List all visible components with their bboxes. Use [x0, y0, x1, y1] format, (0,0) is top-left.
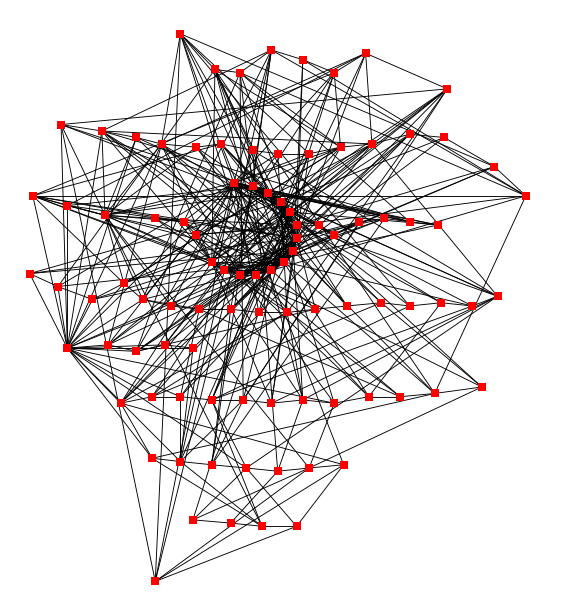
Point [264, 187, 273, 197]
Point [257, 522, 266, 531]
Point [364, 392, 373, 401]
Point [210, 65, 219, 74]
Point [405, 217, 414, 226]
Point [477, 382, 486, 392]
Point [207, 257, 216, 267]
Point [216, 139, 225, 149]
Point [191, 143, 201, 152]
Point [343, 301, 352, 311]
Point [298, 395, 307, 405]
Point [361, 49, 370, 58]
Point [236, 270, 245, 280]
Point [433, 220, 442, 230]
Point [254, 308, 264, 317]
Point [207, 460, 216, 470]
Point [279, 257, 289, 267]
Point [63, 201, 72, 210]
Point [329, 68, 339, 77]
Point [97, 126, 106, 136]
Point [490, 162, 499, 171]
Point [396, 392, 405, 401]
Point [63, 343, 72, 353]
Point [157, 139, 166, 149]
Point [283, 308, 292, 317]
Point [88, 295, 97, 304]
Point [442, 84, 452, 93]
Point [273, 467, 282, 476]
Point [251, 270, 260, 280]
Point [367, 139, 377, 149]
Point [160, 340, 169, 350]
Point [304, 149, 314, 159]
Point [191, 230, 201, 240]
Point [405, 129, 414, 139]
Point [148, 453, 157, 463]
Point [103, 340, 112, 350]
Point [56, 120, 65, 129]
Point [355, 217, 364, 226]
Point [276, 198, 285, 207]
Point [267, 265, 276, 275]
Point [292, 522, 301, 531]
Point [226, 518, 235, 528]
Point [267, 45, 276, 55]
Point [176, 392, 185, 401]
Point [336, 143, 345, 152]
Point [440, 133, 449, 143]
Point [166, 301, 176, 311]
Point [189, 343, 198, 353]
Point [430, 389, 439, 398]
Point [116, 398, 126, 408]
Point [242, 463, 251, 473]
Point [236, 68, 245, 77]
Point [148, 392, 157, 401]
Point [329, 230, 339, 240]
Point [28, 191, 37, 201]
Point [436, 298, 445, 307]
Point [229, 178, 239, 187]
Point [405, 301, 414, 311]
Point [239, 395, 248, 405]
Point [292, 220, 301, 230]
Point [267, 398, 276, 408]
Point [468, 301, 477, 311]
Point [101, 210, 110, 220]
Point [207, 395, 216, 405]
Point [493, 292, 502, 301]
Point [311, 304, 320, 314]
Point [286, 207, 295, 217]
Point [53, 282, 62, 291]
Point [138, 295, 147, 304]
Point [179, 217, 188, 226]
Point [176, 29, 185, 38]
Point [151, 214, 160, 223]
Point [289, 246, 298, 256]
Point [176, 456, 185, 466]
Point [248, 181, 257, 191]
Point [304, 463, 314, 473]
Point [380, 214, 389, 223]
Point [339, 460, 348, 470]
Point [189, 515, 198, 525]
Point [248, 146, 257, 155]
Point [151, 577, 160, 586]
Point [132, 347, 141, 356]
Point [25, 269, 34, 279]
Point [292, 233, 301, 243]
Point [329, 398, 339, 408]
Point [298, 55, 307, 65]
Point [119, 279, 128, 288]
Point [220, 265, 229, 275]
Point [377, 298, 386, 307]
Point [273, 149, 282, 159]
Point [132, 133, 141, 143]
Point [195, 304, 204, 314]
Point [521, 191, 531, 201]
Point [314, 220, 323, 230]
Point [226, 304, 235, 314]
